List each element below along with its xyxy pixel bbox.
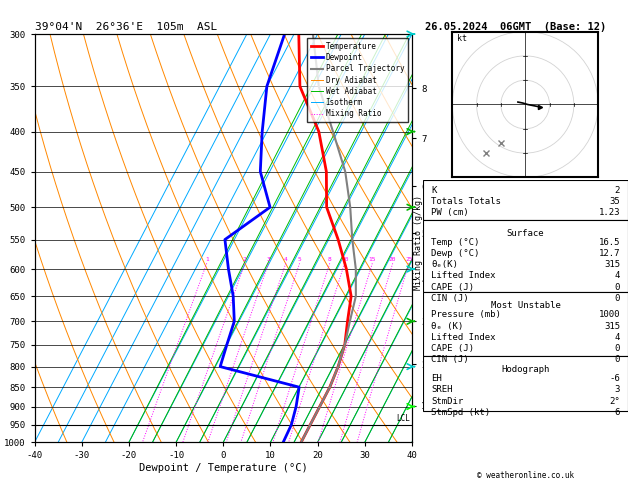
- Text: Lifted Index: Lifted Index: [431, 333, 496, 342]
- Text: Mixing Ratio (g/kg): Mixing Ratio (g/kg): [414, 195, 423, 291]
- Text: 0: 0: [615, 344, 620, 353]
- Text: 0: 0: [615, 294, 620, 303]
- Text: 2: 2: [615, 186, 620, 195]
- Text: 15: 15: [369, 257, 376, 262]
- Text: 39°04'N  26°36'E  105m  ASL: 39°04'N 26°36'E 105m ASL: [35, 22, 217, 32]
- Text: 25: 25: [405, 257, 413, 262]
- Text: Lifted Index: Lifted Index: [431, 271, 496, 280]
- Text: 1000: 1000: [599, 310, 620, 319]
- Text: kt: kt: [457, 35, 467, 43]
- Text: Totals Totals: Totals Totals: [431, 197, 501, 206]
- Text: CIN (J): CIN (J): [431, 294, 469, 303]
- Text: Most Unstable: Most Unstable: [491, 301, 560, 311]
- Text: 2: 2: [243, 257, 247, 262]
- Text: Hodograph: Hodograph: [501, 365, 550, 374]
- Text: θₑ(K): θₑ(K): [431, 260, 458, 269]
- Text: 20: 20: [389, 257, 396, 262]
- Text: Temp (°C): Temp (°C): [431, 238, 479, 246]
- Text: PW (cm): PW (cm): [431, 208, 469, 217]
- Text: θₑ (K): θₑ (K): [431, 322, 463, 330]
- Text: 26.05.2024  06GMT  (Base: 12): 26.05.2024 06GMT (Base: 12): [425, 22, 606, 32]
- Y-axis label: hPa: hPa: [0, 229, 1, 247]
- FancyBboxPatch shape: [423, 293, 628, 356]
- Text: 3: 3: [267, 257, 270, 262]
- Text: SREH: SREH: [431, 385, 452, 394]
- Text: 6: 6: [615, 408, 620, 417]
- Text: 0: 0: [615, 355, 620, 364]
- Text: K: K: [431, 186, 437, 195]
- Text: 4: 4: [615, 271, 620, 280]
- Text: EH: EH: [431, 374, 442, 383]
- Text: 3: 3: [615, 385, 620, 394]
- Text: 16.5: 16.5: [599, 238, 620, 246]
- Text: LCL: LCL: [396, 414, 409, 423]
- Text: Pressure (mb): Pressure (mb): [431, 310, 501, 319]
- Text: 315: 315: [604, 322, 620, 330]
- Text: CAPE (J): CAPE (J): [431, 283, 474, 292]
- Text: StmDir: StmDir: [431, 397, 463, 405]
- Text: 35: 35: [610, 197, 620, 206]
- Text: Surface: Surface: [507, 229, 544, 238]
- Text: 10: 10: [341, 257, 348, 262]
- Text: StmSpd (kt): StmSpd (kt): [431, 408, 490, 417]
- Text: CAPE (J): CAPE (J): [431, 344, 474, 353]
- Text: 0: 0: [615, 283, 620, 292]
- Text: © weatheronline.co.uk: © weatheronline.co.uk: [477, 471, 574, 480]
- FancyBboxPatch shape: [423, 220, 628, 293]
- Text: 4: 4: [284, 257, 287, 262]
- Y-axis label: km
ASL: km ASL: [428, 230, 447, 246]
- Text: 12.7: 12.7: [599, 249, 620, 258]
- FancyBboxPatch shape: [423, 356, 628, 411]
- Text: 4: 4: [615, 333, 620, 342]
- Text: 315: 315: [604, 260, 620, 269]
- Text: -6: -6: [610, 374, 620, 383]
- Text: 8: 8: [328, 257, 331, 262]
- Text: 1.23: 1.23: [599, 208, 620, 217]
- Text: 5: 5: [298, 257, 301, 262]
- Text: Dewp (°C): Dewp (°C): [431, 249, 479, 258]
- Text: CIN (J): CIN (J): [431, 355, 469, 364]
- Text: 2°: 2°: [610, 397, 620, 405]
- Legend: Temperature, Dewpoint, Parcel Trajectory, Dry Adiabat, Wet Adiabat, Isotherm, Mi: Temperature, Dewpoint, Parcel Trajectory…: [308, 38, 408, 122]
- Text: 1: 1: [205, 257, 209, 262]
- X-axis label: Dewpoint / Temperature (°C): Dewpoint / Temperature (°C): [139, 463, 308, 473]
- FancyBboxPatch shape: [423, 180, 628, 220]
